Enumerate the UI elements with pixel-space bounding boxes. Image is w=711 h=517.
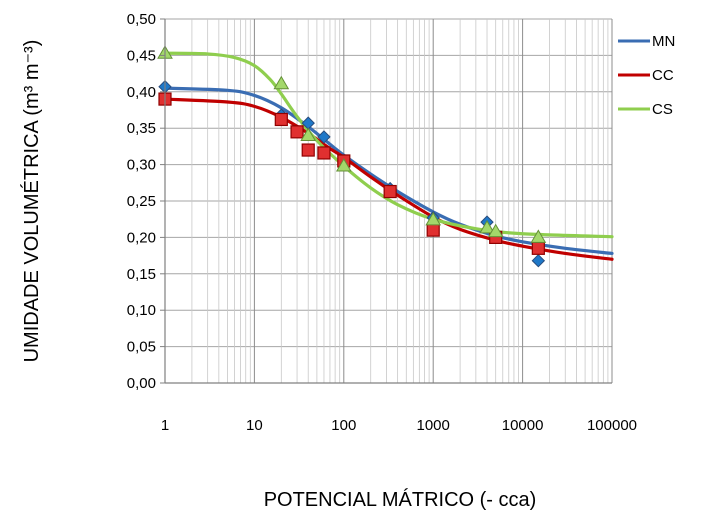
point-cc	[383, 184, 397, 199]
point-cc	[274, 112, 288, 127]
x-axis-title: POTENCIAL MÁTRICO (- cca)	[264, 488, 537, 511]
grid-lines	[164, 18, 613, 384]
point-cc	[301, 143, 315, 157]
y-tick-label: 0,50	[127, 11, 156, 28]
y-tick-label: 0,20	[127, 229, 156, 246]
y-axis-title: UMIDADE VOLUMÉTRICA (m³ m⁻³)	[20, 40, 43, 363]
point-cc	[531, 241, 545, 255]
point-cs	[273, 75, 290, 90]
y-tick-label: 0,05	[127, 339, 156, 356]
point-cs	[479, 219, 495, 234]
curve-cs	[163, 51, 614, 239]
legend-label-cs: CS	[652, 101, 673, 118]
y-tick-label: 0,40	[127, 84, 156, 101]
point-cs	[425, 211, 442, 226]
curve-mn	[163, 86, 614, 256]
x-tick-label: 1	[161, 417, 169, 434]
point-cc	[317, 146, 331, 160]
fitted-curves	[163, 51, 614, 261]
y-tick-label: 0,00	[127, 375, 156, 392]
legend-label-cc: CC	[652, 67, 674, 84]
point-mn	[317, 130, 331, 144]
point-cc	[426, 223, 440, 237]
x-tick-label: 10000	[502, 417, 544, 434]
point-cs	[300, 127, 317, 141]
x-tick-label: 100	[331, 417, 356, 434]
y-tick-labels: 0,00 0,05 0,10 0,15 0,20 0,25 0,30 0,35 0,40 0,45…	[127, 11, 156, 392]
y-tick-label: 0,45	[127, 47, 156, 64]
y-tick-label: 0,30	[127, 157, 156, 174]
point-cs	[487, 223, 504, 238]
point-mn	[531, 253, 546, 268]
y-tick-label: 0,10	[127, 302, 156, 319]
y-tick-label: 0,15	[127, 266, 156, 283]
x-tick-label: 10	[246, 417, 263, 434]
legend: MN CC CS	[618, 33, 675, 118]
x-tick-label: 100000	[587, 417, 637, 434]
point-cc	[290, 125, 304, 139]
point-cs	[335, 158, 352, 172]
legend-label-mn: MN	[652, 33, 675, 50]
y-tick-label: 0,25	[127, 193, 156, 210]
axes	[160, 18, 612, 384]
curve-cc	[163, 97, 614, 261]
x-tick-labels: 1 10 100 1000 10000 100000	[161, 417, 637, 434]
x-tick-label: 1000	[417, 417, 450, 434]
point-cs	[530, 229, 547, 243]
y-tick-label: 0,35	[127, 120, 156, 137]
